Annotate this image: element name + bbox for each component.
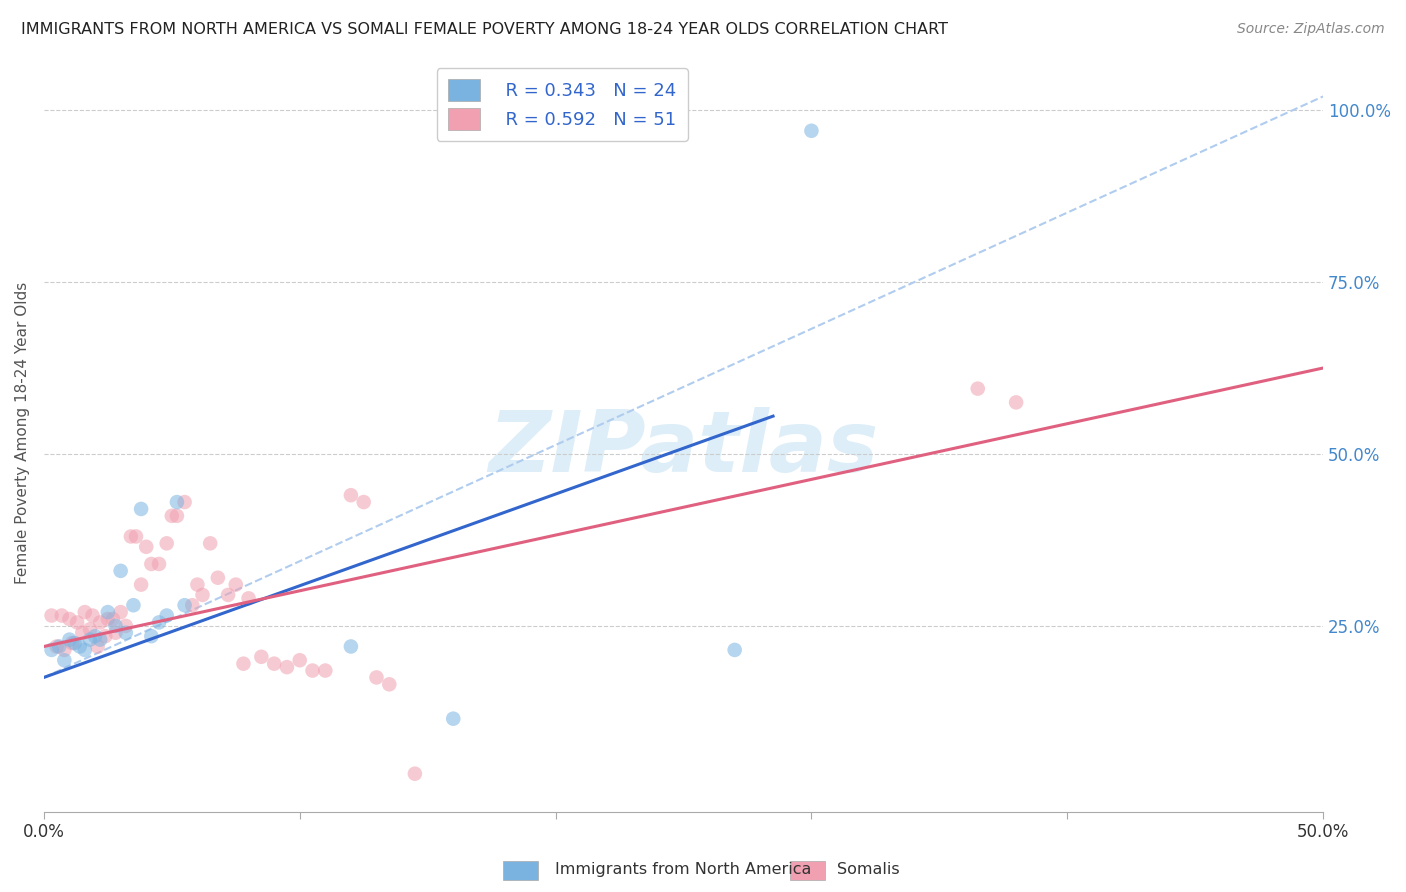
Point: [141, 629, 163, 643]
Point: [48, 640, 70, 654]
Point: [53, 653, 76, 667]
Point: [301, 664, 323, 678]
Point: [120, 529, 142, 543]
Point: [160, 508, 183, 523]
Text: Immigrants from North America: Immigrants from North America: [555, 863, 811, 877]
Point: [800, 124, 823, 138]
Point: [173, 495, 195, 509]
Point: [58, 632, 80, 647]
Point: [89, 615, 111, 630]
Y-axis label: Female Poverty Among 18-24 Year Olds: Female Poverty Among 18-24 Year Olds: [15, 282, 30, 584]
Point: [173, 599, 195, 613]
Point: [63, 636, 86, 650]
Point: [288, 653, 311, 667]
Point: [186, 577, 208, 591]
Point: [207, 571, 229, 585]
Point: [104, 625, 127, 640]
Point: [58, 612, 80, 626]
Text: ZIPatlas: ZIPatlas: [488, 407, 879, 490]
Point: [225, 577, 247, 591]
Point: [724, 643, 747, 657]
Point: [441, 712, 464, 726]
Point: [148, 557, 170, 571]
Point: [79, 632, 101, 647]
Point: [353, 495, 375, 509]
Point: [404, 766, 426, 780]
Point: [110, 564, 132, 578]
Point: [506, 124, 529, 138]
Point: [378, 677, 401, 691]
Point: [129, 502, 152, 516]
Text: IMMIGRANTS FROM NORTH AMERICA VS SOMALI FEMALE POVERTY AMONG 18-24 YEAR OLDS COR: IMMIGRANTS FROM NORTH AMERICA VS SOMALI …: [21, 22, 948, 37]
Text: Source: ZipAtlas.com: Source: ZipAtlas.com: [1237, 22, 1385, 37]
Point: [73, 643, 96, 657]
Point: [114, 619, 136, 633]
Point: [114, 625, 136, 640]
Point: [86, 640, 108, 654]
Point: [97, 612, 120, 626]
Point: [84, 629, 107, 643]
Point: [82, 608, 104, 623]
Point: [340, 640, 363, 654]
Point: [340, 488, 363, 502]
Point: [366, 670, 388, 684]
Point: [141, 557, 163, 571]
Point: [94, 629, 117, 643]
Point: [89, 632, 111, 647]
Point: [181, 599, 204, 613]
Point: [110, 605, 132, 619]
Point: [69, 640, 91, 654]
Point: [156, 608, 179, 623]
Point: [53, 643, 76, 657]
Point: [198, 536, 221, 550]
Point: [97, 605, 120, 619]
Point: [66, 615, 89, 630]
Point: [156, 536, 179, 550]
Point: [73, 605, 96, 619]
Point: [104, 619, 127, 633]
Point: [135, 540, 157, 554]
Point: [72, 625, 94, 640]
Point: [166, 495, 188, 509]
Point: [101, 612, 124, 626]
Point: [41, 608, 63, 623]
Point: [276, 660, 298, 674]
Point: [250, 649, 273, 664]
Point: [79, 622, 101, 636]
Point: [1005, 395, 1028, 409]
Point: [217, 588, 239, 602]
Point: [60, 636, 83, 650]
Point: [263, 657, 285, 671]
Point: [966, 382, 988, 396]
Point: [51, 608, 73, 623]
Legend:   R = 0.343   N = 24,   R = 0.592   N = 51: R = 0.343 N = 24, R = 0.592 N = 51: [437, 68, 688, 141]
Point: [238, 591, 260, 606]
Point: [166, 508, 188, 523]
Point: [314, 664, 336, 678]
Point: [129, 577, 152, 591]
Point: [41, 643, 63, 657]
Point: [191, 588, 214, 602]
Text: Somalis: Somalis: [837, 863, 900, 877]
Point: [125, 529, 148, 543]
Point: [45, 640, 67, 654]
Point: [148, 615, 170, 630]
Point: [232, 657, 254, 671]
Point: [122, 599, 145, 613]
